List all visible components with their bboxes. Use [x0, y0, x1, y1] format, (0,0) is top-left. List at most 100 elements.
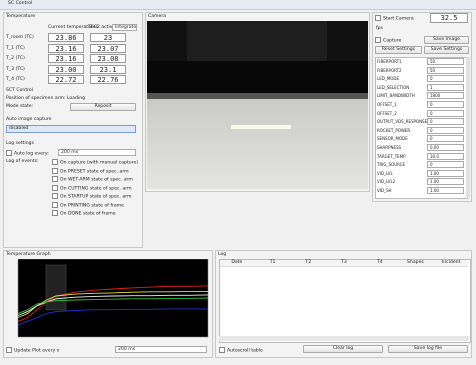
start-camera-label: Start Camera — [383, 17, 414, 22]
save-image-button[interactable]: Save Image — [424, 36, 469, 44]
param-value[interactable]: 1.00 — [427, 178, 464, 185]
column-header: T1 — [255, 260, 291, 265]
capture-label: Capture — [383, 39, 401, 44]
param-name: SHARPNESS — [377, 145, 401, 150]
event-checkbox[interactable]: On PRINTING state of frame — [52, 202, 124, 209]
clear-log-button[interactable]: Clear log — [303, 345, 383, 353]
temp-label: T_1 (TC) — [6, 46, 25, 51]
column-header: Date — [219, 260, 255, 265]
autoscroll-label: Autoscroll table — [227, 349, 263, 354]
param-value[interactable]: 1.00 — [427, 187, 464, 194]
temp-label: T_3 (TC) — [6, 67, 25, 72]
hscrollbar[interactable] — [219, 336, 469, 341]
temp-current: 22.72 — [48, 75, 84, 84]
param-name: TRIG_SOURCE — [377, 162, 405, 167]
log-table — [219, 259, 471, 343]
reposit-button[interactable]: Reposit — [70, 103, 136, 111]
temp-current: 23.16 — [48, 44, 84, 53]
param-name: LED_MODE — [377, 76, 399, 81]
section-title: Log settings — [6, 141, 34, 146]
param-value[interactable]: 0 — [427, 101, 464, 108]
param-value[interactable]: 0 — [427, 127, 464, 134]
event-checkbox[interactable]: On CUTTING state of spec. arm — [52, 185, 132, 192]
param-name: LIMIT_BANDWIDTH — [377, 93, 415, 98]
temperature-graph — [6, 259, 211, 344]
event-label: On STARTUP state of spec. arm — [60, 195, 131, 200]
events-label: Log of events: — [6, 159, 39, 164]
param-value[interactable]: 30.0 — [427, 153, 464, 160]
mode-label: Mode state: — [6, 104, 33, 109]
capture-checkbox[interactable]: Capture — [375, 37, 401, 44]
section-title: Temperature Graph — [6, 252, 51, 257]
param-value[interactable]: 1800 — [427, 92, 464, 99]
event-label: On PRESET state of spec. arm — [60, 169, 129, 174]
auto-log-checkbox[interactable]: Auto log every: — [6, 150, 49, 157]
temp-set: 23.1 — [90, 65, 126, 74]
column-header: T3 — [326, 260, 362, 265]
temp-label: T_4 (TC) — [6, 77, 25, 82]
position-text: Position of specimen arm: Loading — [6, 96, 85, 101]
event-label: On PRINTING state of frame — [60, 203, 124, 208]
event-checkbox[interactable]: On WET-ARM state of spec. arm — [52, 176, 133, 183]
section-title: Camera — [148, 14, 166, 19]
title-bar — [0, 0, 476, 10]
tec-mode-select[interactable]: Integrate — [112, 24, 137, 31]
temp-current: 23.16 — [48, 54, 84, 63]
temp-set: 22.76 — [90, 75, 126, 84]
param-name: SENSOR_MODE — [377, 136, 408, 141]
reset-settings-button[interactable]: Reset Settings — [375, 46, 422, 54]
column-header: Shapes — [398, 260, 434, 265]
param-name: OUTPUT_VDS_RESPONSE — [377, 119, 427, 124]
param-name: OFFSET_1 — [377, 102, 397, 107]
temp-current: 23.00 — [48, 65, 84, 74]
param-value[interactable]: 0 — [427, 161, 464, 168]
camera-image — [147, 21, 368, 189]
column-header: T4 — [362, 260, 398, 265]
event-checkbox[interactable]: On STARTUP state of spec. arm — [52, 193, 131, 200]
param-value[interactable]: 0 — [427, 135, 464, 142]
param-name: OFFSET_2 — [377, 111, 397, 116]
param-value[interactable]: 0 — [427, 110, 464, 117]
temp-set: 23 — [90, 33, 126, 42]
temp-set: 23.08 — [90, 54, 126, 63]
param-name: VID_SH — [377, 188, 392, 193]
page: {"window_title": "SC Control", "temperat… — [0, 0, 476, 365]
event-checkbox[interactable]: On DONE state of frame — [52, 210, 116, 217]
event-checkbox[interactable]: On capture (with manual capture) — [52, 159, 138, 166]
param-name: ROCKET_POWER — [377, 128, 410, 133]
param-value[interactable]: 1.00 — [427, 170, 464, 177]
auto-image-select[interactable]: disabled — [6, 125, 136, 133]
param-value[interactable]: 1 — [427, 84, 464, 91]
event-label: On WET-ARM state of spec. arm — [60, 178, 133, 183]
interval-field[interactable]: 200 ms — [58, 149, 136, 156]
window-title: SC Control — [8, 1, 32, 6]
save-settings-button[interactable]: Save Settings — [424, 46, 469, 54]
param-value[interactable]: 50 — [427, 67, 464, 74]
section-title: SCT Control — [6, 88, 33, 93]
temp-current: 23.86 — [48, 33, 84, 42]
param-name: VID_LVL — [377, 171, 393, 176]
autoscroll-checkbox[interactable]: Autoscroll table — [219, 347, 263, 354]
param-name: FIBERPORT2 — [377, 68, 402, 73]
auto-log-label: Auto log every: — [14, 152, 49, 157]
param-value[interactable]: 0 — [427, 75, 464, 82]
param-name: FIBERPORT1 — [377, 59, 402, 64]
scrollbar[interactable] — [466, 57, 470, 197]
column-header: Incident — [433, 260, 469, 265]
update-label: Update Plot every x — [14, 349, 59, 354]
save-log-button[interactable]: Save log file — [388, 345, 468, 353]
update-checkbox[interactable]: Update Plot every x — [6, 347, 59, 354]
temp-label: T_2 (TC) — [6, 56, 25, 61]
event-checkbox[interactable]: On PRESET state of spec. arm — [52, 168, 129, 175]
param-value[interactable]: 0.00 — [427, 144, 464, 151]
section-title: Log — [218, 252, 226, 257]
temp-label: T_room (TC) — [6, 35, 34, 40]
param-name: LED_SELECTION — [377, 85, 409, 90]
start-camera-checkbox[interactable]: Start Camera — [375, 15, 414, 22]
param-value[interactable]: 50 — [427, 58, 464, 65]
param-value[interactable]: 0 — [427, 118, 464, 125]
fps-unit: fps — [376, 26, 383, 31]
column-header: T2 — [290, 260, 326, 265]
section-title: Temperature — [6, 14, 35, 19]
update-field[interactable]: 200 ms — [115, 346, 207, 353]
